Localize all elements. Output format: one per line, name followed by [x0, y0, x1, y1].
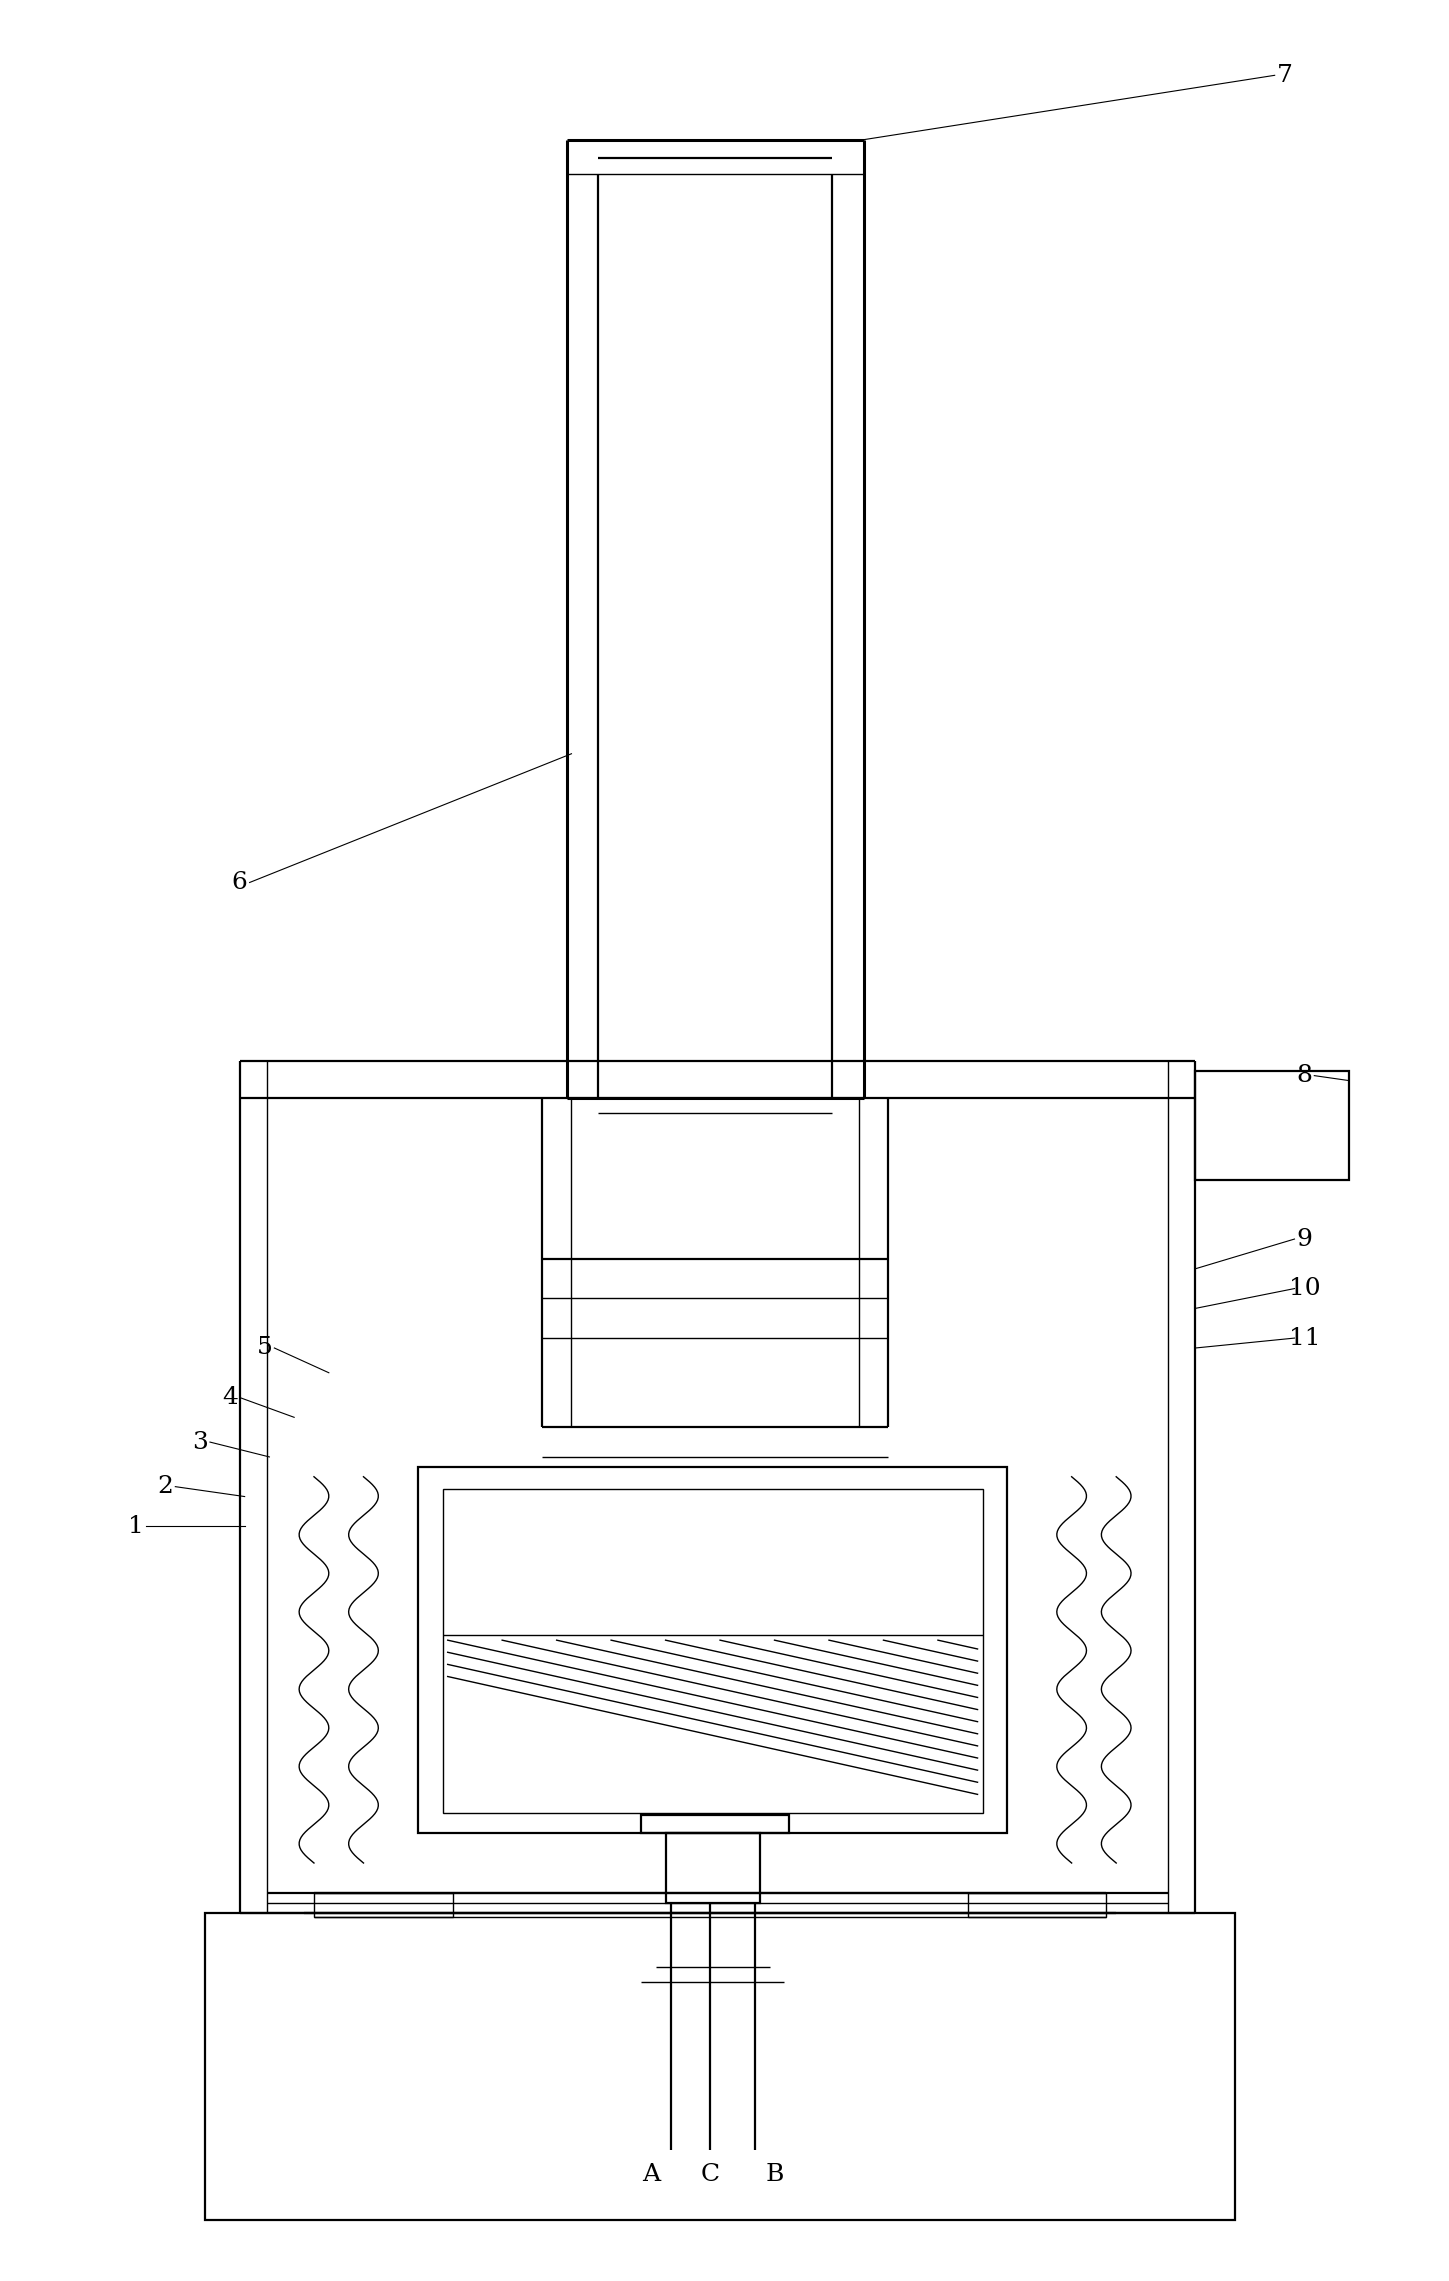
- Text: 4: 4: [222, 1387, 238, 1410]
- Text: 1: 1: [128, 1515, 143, 1537]
- Text: 11: 11: [1288, 1328, 1320, 1350]
- Text: 9: 9: [1297, 1227, 1313, 1250]
- Text: A: A: [642, 2162, 659, 2187]
- Bar: [443, 1489, 982, 1813]
- Text: 5: 5: [256, 1337, 272, 1359]
- Bar: [665, 1834, 759, 1902]
- Bar: [417, 1467, 1007, 1834]
- Text: 10: 10: [1288, 1277, 1320, 1300]
- Bar: [640, 1816, 790, 1834]
- Text: 7: 7: [1277, 64, 1293, 87]
- Bar: [314, 1893, 452, 1918]
- Bar: [1195, 1070, 1349, 1179]
- Text: 6: 6: [232, 871, 248, 894]
- Bar: [968, 1893, 1106, 1918]
- Text: 3: 3: [193, 1430, 209, 1453]
- Text: 8: 8: [1297, 1065, 1313, 1088]
- Bar: [204, 1911, 1235, 2219]
- Text: C: C: [700, 2162, 720, 2187]
- Text: B: B: [765, 2162, 784, 2187]
- Text: 2: 2: [158, 1476, 174, 1499]
